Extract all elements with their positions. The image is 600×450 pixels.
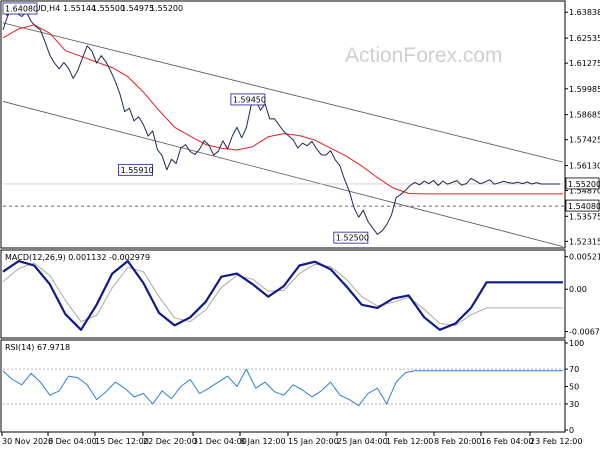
- watermark: ActionForex.com: [345, 44, 503, 67]
- price-y-tick-label: 1.54870: [569, 187, 600, 196]
- macd-y-tick-label: -0.006791: [569, 328, 600, 337]
- rsi-y-axis: 100 70 50 30 0: [565, 339, 584, 435]
- price-y-tick-label: 1.52315: [569, 237, 600, 246]
- price-y-tick-label: 1.63838: [569, 8, 600, 17]
- x-tick-label: 22 Dec 20:00: [143, 437, 197, 446]
- price-line: [2, 7, 560, 235]
- x-tick-label: 8 Dec 04:00: [48, 437, 97, 446]
- x-tick-label: 15 Dec 12:00: [95, 437, 149, 446]
- rsi-y-tick-label: 30: [569, 400, 579, 409]
- macd-y-tick-label: 0.00: [569, 285, 587, 294]
- price-levels: 1.54080 1.55200: [3, 177, 600, 212]
- price-y-axis: 1.63838 1.62535 1.61275 1.59985 1.58685 1.574…: [565, 8, 600, 246]
- rsi-label: RSI(14) 67.9718: [5, 343, 70, 352]
- x-tick-label: 30 Nov 2020: [2, 437, 53, 446]
- macd-signal-line: [2, 262, 563, 326]
- x-tick-label: 15 Jan 20:00: [288, 437, 339, 446]
- current-price-label: 1.55200: [568, 180, 600, 189]
- price-annotation-box: [333, 231, 369, 244]
- x-tick-label: 8 Feb 20:00: [434, 437, 481, 446]
- price-annotation-box: [2, 2, 38, 15]
- x-tick-label: 25 Jan 04:00: [337, 437, 388, 446]
- level-line-label-box: [565, 199, 600, 212]
- rsi-y-tick-label: 70: [569, 365, 579, 374]
- x-tick-label: 23 Feb 12:00: [530, 437, 582, 446]
- price-annotation-box: [230, 93, 266, 106]
- header-high: 1.55500: [92, 4, 125, 13]
- header-open: 1.55144: [63, 4, 96, 13]
- price-annotation-label: 1.52500: [336, 234, 369, 243]
- price-y-tick-label: 1.56130: [569, 161, 600, 170]
- level-line-label: 1.54080: [568, 202, 600, 211]
- rsi-y-tick-label: 100: [569, 339, 584, 348]
- rsi-series-group: [2, 368, 565, 407]
- price-annotation-label: 1.55910: [121, 166, 154, 175]
- macd-y-axis: 0.005211 0.00 -0.006791: [565, 253, 600, 337]
- price-y-tick-label: 1.58685: [569, 111, 600, 120]
- x-tick-label: 1 Feb 12:00: [386, 437, 433, 446]
- price-annotations: 1.64080 1.55910 1.59450 1.52500: [2, 2, 369, 244]
- price-annotation-label: 1.64080: [5, 5, 38, 14]
- price-channel: [2, 22, 564, 247]
- channel-upper-line: [2, 22, 564, 163]
- rsi-line: [2, 368, 563, 407]
- current-price-label-box: [565, 177, 600, 190]
- macd-label: MACD(12,26,9) 0.001132 -0.002979: [5, 253, 150, 262]
- price-panel-frame: [0, 0, 566, 249]
- header-low: 1.54975: [121, 4, 154, 13]
- header-close: 1.55200: [150, 4, 183, 13]
- price-y-tick-label: 1.59985: [569, 85, 600, 94]
- price-y-tick-label: 1.62535: [569, 34, 600, 43]
- price-y-tick-label: 1.53575: [569, 212, 600, 221]
- macd-panel-frame: [0, 249, 566, 339]
- macd-series-group: [2, 260, 563, 331]
- channel-lower-line: [2, 101, 564, 247]
- macd-line: [2, 260, 563, 331]
- macd-y-tick-label: 0.005211: [569, 253, 600, 262]
- price-annotation-box: [118, 163, 153, 176]
- price-y-tick-label: 1.57425: [569, 136, 600, 145]
- rsi-y-tick-label: 50: [569, 383, 579, 392]
- price-series-group: [2, 7, 563, 235]
- x-tick-label: 31 Dec 04:00: [193, 437, 247, 446]
- x-tick-label: 8 Jan 12:00: [240, 437, 286, 446]
- rsi-y-tick-label: 0: [569, 426, 574, 435]
- price-y-tick-label: 1.61275: [569, 59, 600, 68]
- x-tick-label: 16 Feb 04:00: [481, 437, 533, 446]
- price-annotation-label: 1.59450: [233, 95, 266, 104]
